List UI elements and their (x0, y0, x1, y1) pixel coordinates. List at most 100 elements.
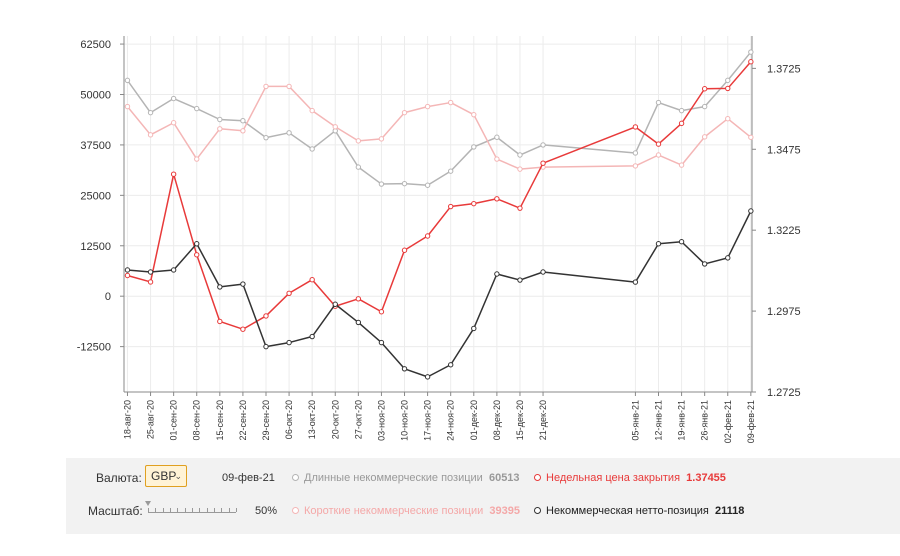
series-point (632, 163, 639, 169)
series-point (332, 301, 338, 307)
x-tick-label: 15-сен-20 (215, 400, 225, 441)
scale-slider[interactable] (145, 501, 237, 517)
x-tick-label: 26-янв-21 (700, 400, 710, 441)
series-point (217, 284, 223, 290)
series-point (217, 318, 223, 325)
series-point (124, 272, 131, 279)
series-point (447, 362, 454, 368)
series-point (355, 319, 362, 326)
series-point (725, 115, 731, 122)
legend-short[interactable]: Короткие некоммерческие позиции 39395 (292, 499, 520, 523)
x-tick-label: 02-фев-21 (723, 400, 733, 443)
x-tick-label: 13-окт-20 (307, 400, 317, 439)
series-point (678, 107, 685, 114)
series-point (217, 126, 223, 132)
series-point (655, 141, 662, 147)
series-point (194, 252, 200, 258)
series-point (748, 49, 754, 55)
series-point (170, 171, 177, 177)
series-point (286, 83, 292, 90)
series-point (170, 95, 177, 102)
x-tick-label: 01-сен-20 (169, 400, 179, 441)
y-right-tick-label: 1.3725 (767, 63, 801, 75)
x-tick-label: 12-янв-21 (653, 400, 663, 441)
x-tick-label: 08-сен-20 (192, 400, 202, 441)
scale-slider-thumb[interactable] (145, 501, 151, 506)
series-point (447, 99, 454, 106)
series-point (701, 261, 708, 267)
selected-date: 09-фев-21 (222, 472, 275, 484)
series-point (286, 339, 292, 346)
scale-percent: 50% (255, 505, 278, 517)
series-point (540, 160, 546, 166)
series-point (194, 105, 200, 112)
legend-long[interactable]: Длинные некоммерческие позиции 60513 (292, 466, 520, 490)
series-point (471, 325, 477, 332)
series-point (725, 85, 731, 92)
series-point (447, 168, 454, 174)
legend-short-value: 39395 (489, 505, 520, 517)
y-right-tick-label: 1.3225 (767, 225, 801, 237)
series-point (170, 267, 177, 273)
series-point (263, 343, 269, 350)
series-point (217, 116, 223, 123)
legend-long-value: 60513 (488, 472, 520, 484)
x-tick-label: 24-ноя-20 (446, 400, 456, 441)
legend-net-label: Некоммерческая нетто-позиция (546, 505, 709, 517)
series-point (401, 366, 408, 372)
series-point (355, 296, 362, 302)
series-point (678, 120, 685, 127)
series-point (748, 59, 754, 65)
x-tick-label: 19-янв-21 (677, 400, 687, 441)
series-point (655, 99, 662, 106)
series-point (494, 134, 500, 140)
currency-select[interactable]: GBP ⌄ (145, 465, 187, 487)
scale-label: Масштаб: (88, 504, 143, 518)
legend-net[interactable]: Некоммерческая нетто-позиция 21118 (534, 499, 744, 523)
series-point (401, 180, 408, 187)
series-point (401, 247, 408, 253)
series-point (378, 309, 385, 315)
series-point (517, 205, 523, 211)
series-point (263, 83, 269, 90)
series-point (725, 77, 731, 84)
x-tick-label: 05-янв-21 (630, 400, 640, 441)
chevron-down-icon: ⌄ (174, 471, 182, 481)
legend-net-value: 21118 (715, 505, 745, 517)
series-point (309, 146, 315, 152)
x-tick-label: 22-сен-20 (238, 400, 248, 441)
series-point (540, 269, 546, 275)
series-point (378, 181, 385, 187)
series-point (701, 86, 708, 92)
y-right-tick-label: 1.2975 (767, 306, 801, 318)
series-point (725, 255, 731, 261)
y-right-tick-label: 1.2725 (767, 387, 801, 399)
series-point (263, 134, 269, 141)
series-point (494, 156, 500, 162)
x-tick-label: 27-окт-20 (353, 400, 363, 439)
series-point (263, 313, 269, 319)
x-tick-label: 20-окт-20 (330, 400, 340, 439)
series-point (471, 111, 477, 118)
x-tick-label: 17-ноя-20 (423, 400, 433, 441)
series-point (147, 132, 154, 138)
series-point (424, 103, 431, 110)
x-tick-label: 21-дек-20 (538, 400, 548, 440)
legend-short-label: Короткие некоммерческие позиции (304, 505, 484, 517)
y-left-tick-label: 62500 (80, 39, 111, 51)
legend-price-value: 1.37455 (686, 472, 726, 484)
series-point (378, 136, 385, 142)
x-tick-label: 01-дек-20 (469, 400, 479, 440)
series-point (240, 118, 246, 124)
series-point (701, 103, 708, 110)
series-point (147, 269, 154, 275)
series-point (447, 203, 454, 210)
series-line (127, 210, 752, 378)
legend-price[interactable]: Недельная цена закрытия 1.37455 (534, 466, 726, 490)
legend-long-label: Длинные некоммерческие позиции (304, 472, 483, 484)
y-left-tick-label: 0 (105, 291, 111, 303)
legend-short-marker (292, 506, 299, 514)
x-tick-label: 10-ноя-20 (400, 400, 410, 441)
cot-chart: -12500 0 12500 25000 37500 50000 62500 1.2725 1.… (77, 36, 801, 443)
series-point (124, 267, 131, 273)
